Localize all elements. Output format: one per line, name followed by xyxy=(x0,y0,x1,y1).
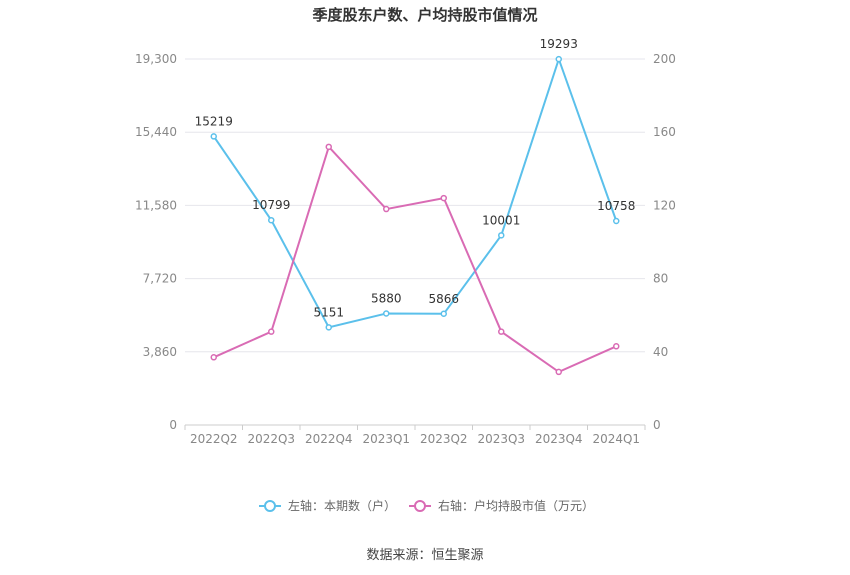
x-tick-label: 2022Q2 xyxy=(190,432,238,446)
series-2-point[interactable] xyxy=(613,343,620,350)
series-1-point[interactable] xyxy=(613,217,620,225)
x-tick-label: 2023Q1 xyxy=(362,432,410,446)
x-tick-label: 2023Q4 xyxy=(535,432,583,446)
data-label: 10001 xyxy=(482,213,520,227)
data-label: 5866 xyxy=(428,292,459,306)
series-2-point[interactable] xyxy=(325,143,332,151)
left-tick-label: 19,300 xyxy=(135,52,177,66)
series-line-1 xyxy=(212,55,618,329)
series-layer: 15219 10799 5151 5880 5866 10001 19293 10758 xyxy=(195,37,635,376)
data-label: 5880 xyxy=(371,291,402,305)
left-tick-label: 15,440 xyxy=(135,125,177,139)
x-tick-label: 2024Q1 xyxy=(592,432,640,446)
x-axis: 2022Q2 2022Q3 2022Q4 2023Q1 2023Q2 2023Q3 2023… xyxy=(184,425,646,446)
data-label: 10758 xyxy=(597,199,635,213)
series-1-point[interactable] xyxy=(498,232,505,239)
series-line-2 xyxy=(213,144,617,374)
left-axis: 0 3,860 7,720 11,580 15,440 19,300 xyxy=(135,52,177,432)
x-tick-label: 2022Q4 xyxy=(305,432,353,446)
right-tick-label: 200 xyxy=(653,52,676,66)
right-tick-label: 160 xyxy=(653,125,676,139)
legend-item-1[interactable]: 左轴：本期数（户） xyxy=(259,498,396,513)
legend-label: 右轴：户均持股市值（万元） xyxy=(438,498,594,513)
chart-title: 季度股东户数、户均持股市值情况 xyxy=(312,6,537,24)
legend-swatch-marker xyxy=(414,500,426,512)
grid xyxy=(185,58,645,426)
series-2-point[interactable] xyxy=(555,368,562,376)
series-2-point[interactable] xyxy=(440,194,447,202)
series-2-point[interactable] xyxy=(268,328,275,335)
legend-swatch-marker xyxy=(264,500,276,512)
left-tick-label: 0 xyxy=(169,418,177,432)
series-1-point[interactable] xyxy=(383,310,390,317)
right-tick-label: 40 xyxy=(653,345,668,359)
series-1-point[interactable] xyxy=(210,133,217,140)
legend-item-2[interactable]: 右轴：户均持股市值（万元） xyxy=(409,498,594,513)
data-label: 10799 xyxy=(252,198,290,212)
left-tick-label: 3,860 xyxy=(143,345,177,359)
series-2-point[interactable] xyxy=(498,328,505,335)
legend[interactable]: 左轴：本期数（户） 右轴：户均持股市值（万元） xyxy=(259,498,594,513)
series-1-point[interactable] xyxy=(268,216,275,224)
right-axis: 0 40 80 120 160 200 xyxy=(653,52,676,432)
series-2-point[interactable] xyxy=(383,205,390,213)
series-1-point[interactable] xyxy=(555,55,562,63)
data-label: 19293 xyxy=(540,37,578,51)
x-tick-label: 2022Q3 xyxy=(247,432,295,446)
left-tick-label: 11,580 xyxy=(135,198,177,212)
right-tick-label: 80 xyxy=(653,272,668,286)
series-1-point[interactable] xyxy=(440,310,447,318)
data-label: 15219 xyxy=(195,114,233,128)
legend-label: 左轴：本期数（户） xyxy=(288,498,396,513)
x-tick-label: 2023Q2 xyxy=(420,432,468,446)
series-2-point[interactable] xyxy=(210,354,217,361)
right-tick-label: 0 xyxy=(653,418,661,432)
right-tick-label: 120 xyxy=(653,198,676,212)
x-tick-label: 2023Q3 xyxy=(477,432,525,446)
data-label: 5151 xyxy=(313,305,344,319)
source-note: 数据来源：恒生聚源 xyxy=(366,548,483,563)
left-tick-label: 7,720 xyxy=(143,272,177,286)
series-1-point[interactable] xyxy=(325,324,332,331)
